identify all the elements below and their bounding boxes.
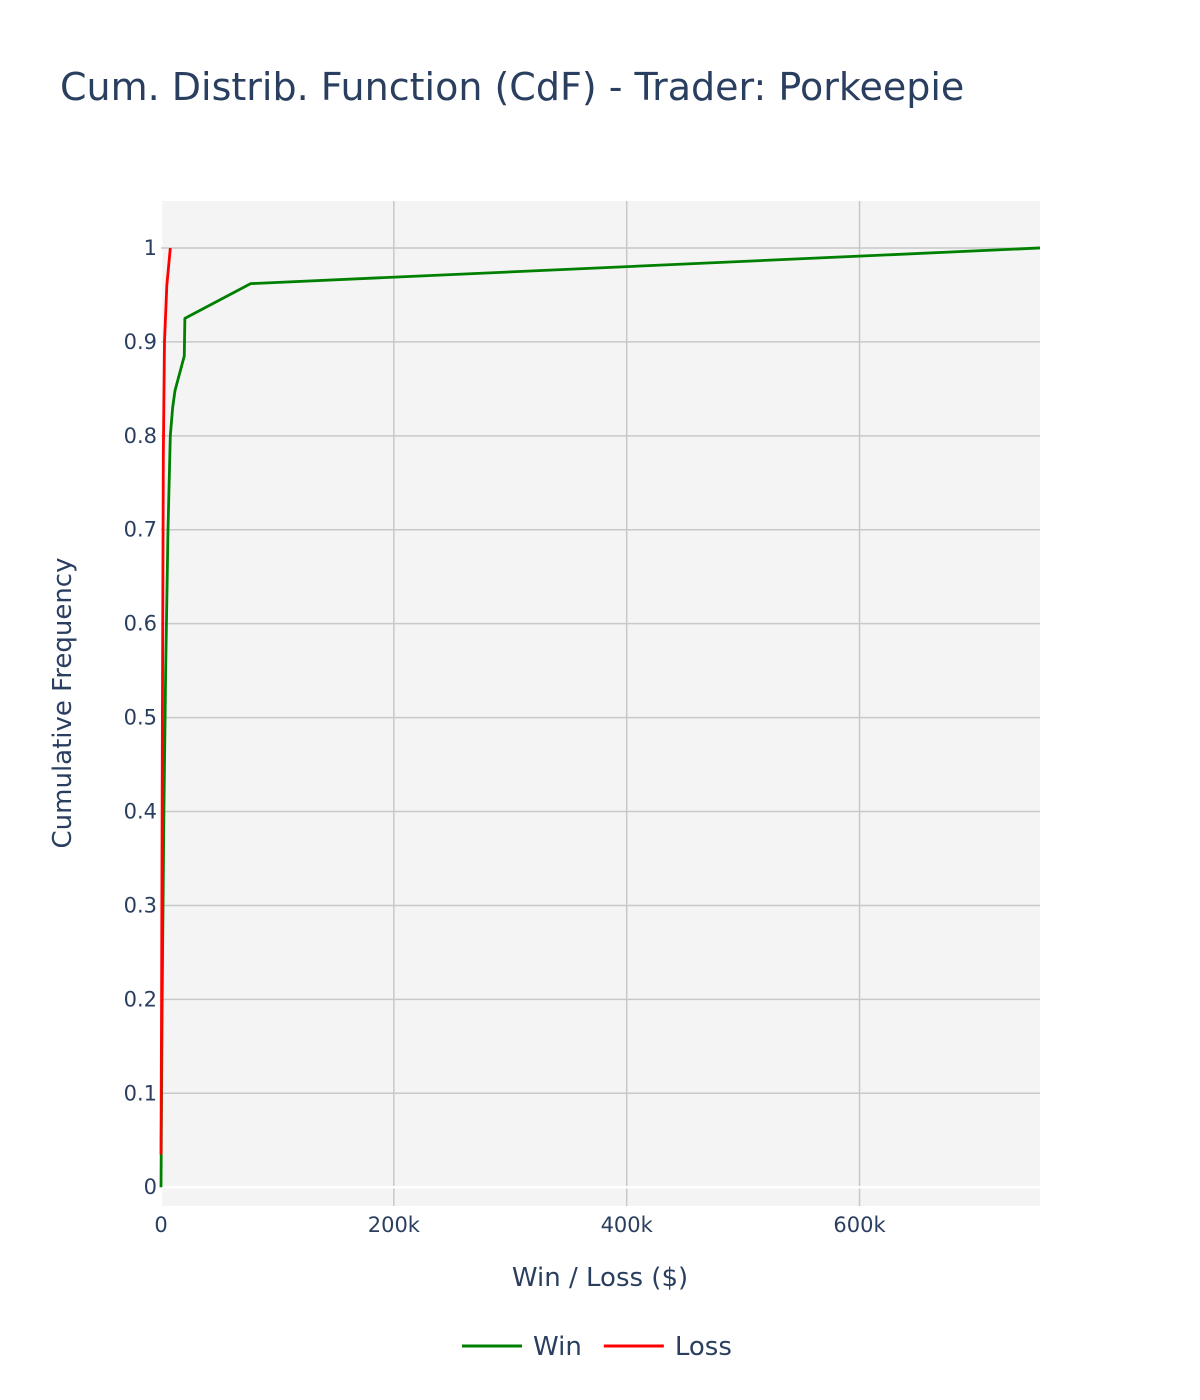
y-tick-label: 0.1 — [124, 1081, 157, 1105]
y-tick-label: 1 — [144, 236, 157, 260]
y-tick-label: 0.9 — [124, 330, 157, 354]
chart-title: Cum. Distrib. Function (CdF) - Trader: P… — [60, 65, 964, 109]
x-tick-labels: 0 200k 400k 600k — [154, 1213, 886, 1237]
y-tick-label: 0 — [144, 1175, 157, 1199]
y-tick-labels: 0 0.1 0.2 0.3 0.4 0.5 0.6 0.7 0.8 0.9 1 — [124, 236, 157, 1199]
legend-label: Loss — [675, 1332, 732, 1362]
x-tick-label: 400k — [601, 1213, 654, 1237]
x-axis-title: Win / Loss ($) — [512, 1263, 688, 1293]
y-tick-label: 0.2 — [124, 987, 157, 1011]
x-tick-label: 200k — [368, 1213, 421, 1237]
x-tick-label: 600k — [833, 1213, 886, 1237]
y-tick-label: 0.4 — [124, 800, 157, 824]
y-tick-label: 0.8 — [124, 424, 157, 448]
y-gridlines — [161, 247, 1040, 1189]
y-tick-label: 0.7 — [124, 518, 157, 542]
legend[interactable]: Win Loss — [462, 1332, 732, 1362]
y-tick-label: 0.5 — [124, 706, 157, 730]
plot-area — [161, 201, 1040, 1206]
legend-item-loss[interactable]: Loss — [603, 1332, 732, 1362]
series-layer — [159, 246, 1041, 1188]
legend-item-win[interactable]: Win — [462, 1332, 582, 1362]
y-tick-label: 0.6 — [124, 612, 157, 636]
y-tick-label: 0.3 — [124, 893, 157, 917]
series-line-win — [159, 246, 1041, 1188]
series-line-loss — [159, 247, 172, 1155]
y-axis-title: Cumulative Frequency — [48, 558, 78, 849]
legend-label: Win — [533, 1332, 582, 1362]
x-tick-label: 0 — [154, 1213, 167, 1237]
